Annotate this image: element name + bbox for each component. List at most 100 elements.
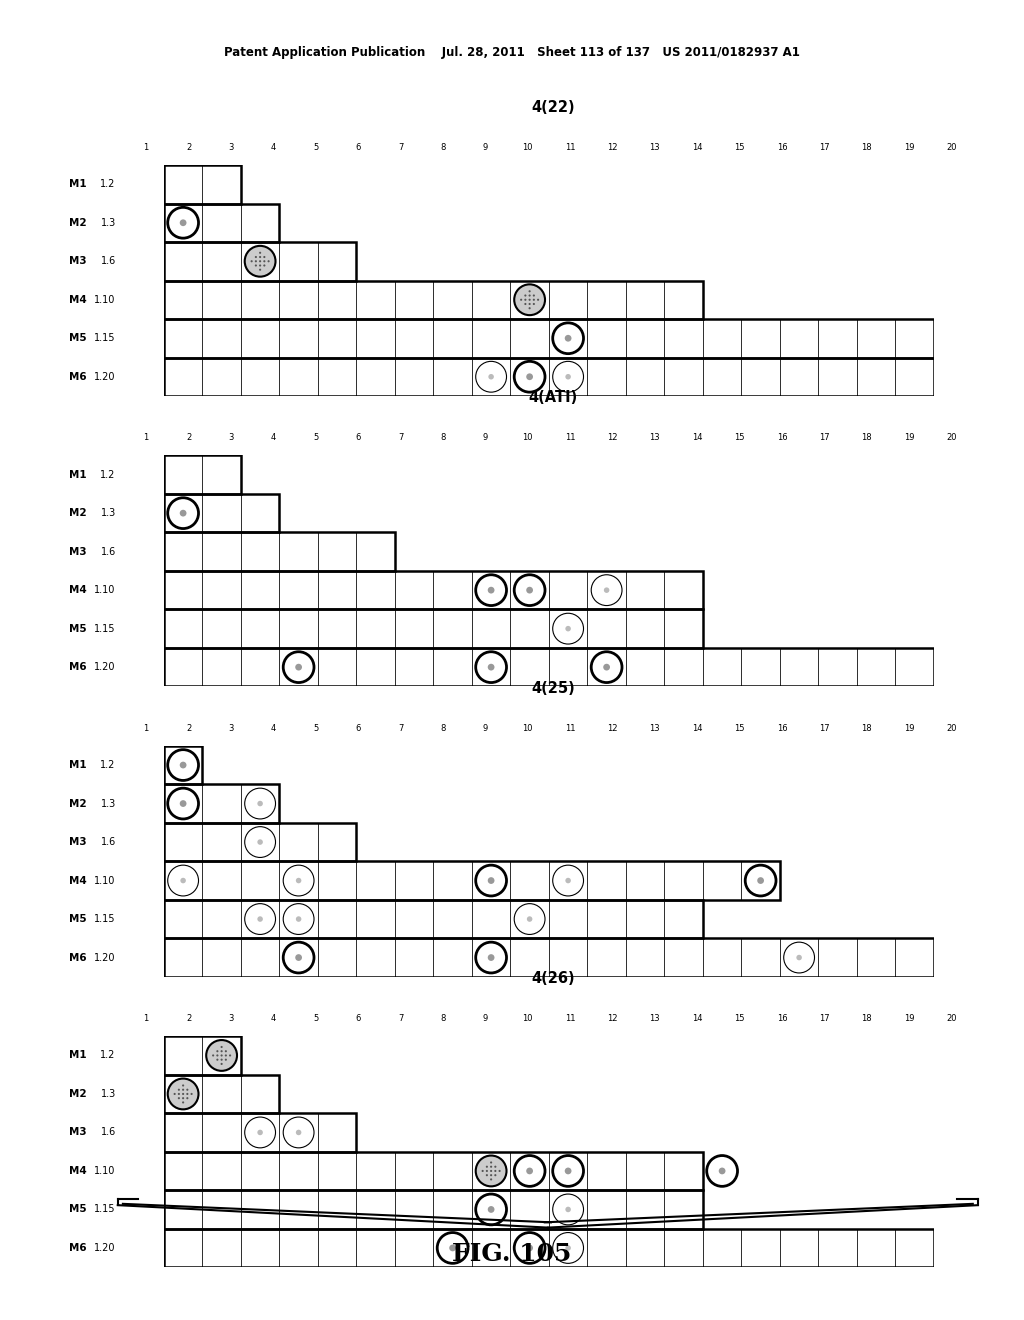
Circle shape — [487, 587, 495, 594]
Bar — [280, 242, 317, 281]
Circle shape — [487, 1206, 495, 1213]
Circle shape — [245, 788, 275, 818]
Circle shape — [220, 1045, 222, 1048]
Text: M5: M5 — [70, 913, 87, 924]
Text: 8: 8 — [440, 433, 445, 442]
Bar — [203, 1113, 241, 1151]
Bar — [203, 784, 241, 822]
Bar — [588, 358, 626, 396]
Text: M2: M2 — [70, 799, 87, 809]
Circle shape — [296, 916, 301, 921]
Text: 1.2: 1.2 — [100, 760, 116, 770]
Bar — [164, 281, 203, 319]
Circle shape — [212, 1055, 214, 1056]
Text: 1.10: 1.10 — [94, 1166, 116, 1176]
Bar — [317, 822, 356, 861]
Bar — [626, 281, 665, 319]
Text: 8: 8 — [440, 1014, 445, 1023]
Bar — [395, 862, 433, 900]
Circle shape — [564, 1168, 571, 1175]
Bar — [433, 570, 472, 610]
Text: 12: 12 — [607, 723, 617, 733]
Circle shape — [783, 942, 814, 973]
Circle shape — [553, 865, 584, 896]
Bar — [472, 939, 510, 977]
Circle shape — [182, 1093, 184, 1096]
Text: 13: 13 — [649, 723, 660, 733]
Bar — [203, 319, 241, 358]
Bar — [241, 1074, 280, 1113]
Bar — [203, 1151, 241, 1191]
Text: 1.20: 1.20 — [94, 663, 116, 672]
Bar — [164, 1074, 280, 1113]
Bar — [356, 648, 395, 686]
Text: 3: 3 — [228, 1014, 233, 1023]
Bar — [395, 358, 433, 396]
Bar — [356, 900, 395, 939]
Circle shape — [797, 954, 802, 961]
Bar — [510, 1151, 549, 1191]
Text: 14: 14 — [692, 1014, 702, 1023]
Circle shape — [257, 1130, 263, 1135]
Circle shape — [180, 878, 186, 883]
Text: 1.3: 1.3 — [100, 799, 116, 809]
Circle shape — [524, 298, 526, 301]
Text: 1.10: 1.10 — [94, 875, 116, 886]
Text: 10: 10 — [522, 433, 532, 442]
Circle shape — [476, 942, 507, 973]
Circle shape — [216, 1059, 218, 1061]
Text: M3: M3 — [70, 1127, 87, 1138]
Bar — [665, 939, 702, 977]
Bar — [280, 1113, 317, 1151]
Text: 2: 2 — [186, 143, 191, 152]
Bar — [317, 648, 356, 686]
Bar — [472, 610, 510, 648]
Bar — [164, 1113, 356, 1151]
Text: 4(25): 4(25) — [531, 681, 574, 696]
Bar — [510, 900, 549, 939]
Bar — [472, 281, 510, 319]
Bar — [780, 648, 818, 686]
Bar — [433, 862, 472, 900]
Bar — [241, 1229, 280, 1267]
Text: M4: M4 — [70, 585, 87, 595]
Bar — [241, 939, 280, 977]
Text: 12: 12 — [607, 1014, 617, 1023]
Text: 1.15: 1.15 — [94, 1204, 116, 1214]
Bar — [626, 939, 665, 977]
Text: 2: 2 — [186, 1014, 191, 1023]
Circle shape — [255, 256, 257, 259]
Text: 10: 10 — [522, 1014, 532, 1023]
Circle shape — [295, 664, 302, 671]
Circle shape — [553, 1233, 584, 1263]
Circle shape — [259, 260, 261, 263]
Bar — [549, 570, 588, 610]
Bar — [857, 1229, 895, 1267]
Circle shape — [255, 264, 257, 267]
Bar — [433, 648, 472, 686]
Circle shape — [565, 878, 571, 883]
Text: 20: 20 — [946, 433, 956, 442]
Bar — [356, 1191, 395, 1229]
Circle shape — [528, 302, 530, 305]
Bar — [280, 610, 317, 648]
Circle shape — [190, 1093, 193, 1096]
Bar — [549, 939, 588, 977]
Circle shape — [257, 916, 263, 921]
Bar — [395, 319, 433, 358]
Text: 4: 4 — [270, 433, 275, 442]
Bar — [665, 358, 702, 396]
Bar — [857, 319, 895, 358]
Text: 1.3: 1.3 — [100, 218, 116, 228]
Text: M1: M1 — [70, 1051, 87, 1060]
Bar — [317, 862, 356, 900]
Text: 17: 17 — [819, 433, 829, 442]
Text: 17: 17 — [819, 143, 829, 152]
Bar — [164, 203, 280, 242]
Bar — [472, 570, 510, 610]
Circle shape — [526, 1245, 534, 1251]
Circle shape — [296, 1130, 301, 1135]
Bar — [395, 610, 433, 648]
Bar — [164, 319, 934, 358]
Text: 14: 14 — [692, 433, 702, 442]
